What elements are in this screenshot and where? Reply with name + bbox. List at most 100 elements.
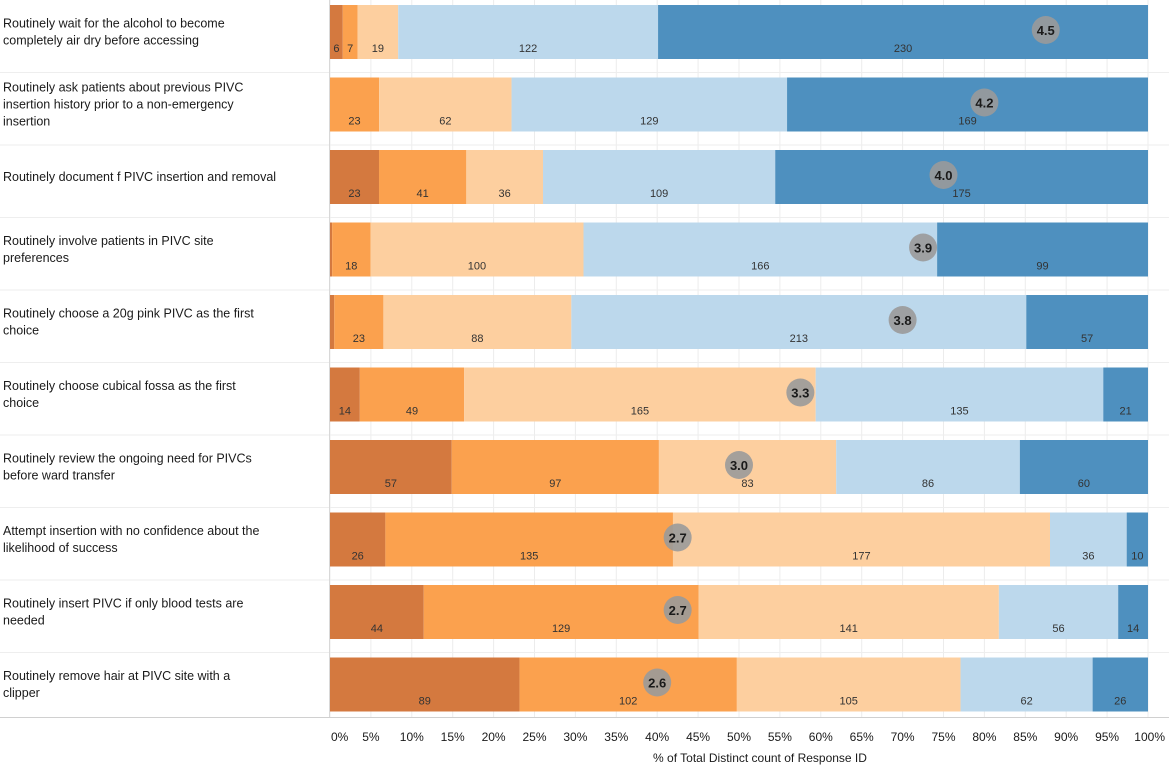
data-label: 86 (922, 478, 934, 490)
mean-marker (909, 233, 938, 262)
data-label: 23 (348, 116, 360, 128)
mean-marker (1031, 16, 1060, 44)
bar-segment (383, 295, 572, 349)
bar-segment (815, 367, 1104, 422)
bar-segment (385, 512, 673, 567)
data-label: 14 (339, 406, 351, 418)
bar-segment (466, 150, 544, 204)
x-tick-label: 55% (768, 730, 792, 744)
mean-marker (929, 161, 958, 189)
data-label: 83 (741, 478, 753, 490)
mean-value: 4.2 (975, 96, 993, 111)
bar-segment (937, 222, 1148, 277)
data-label: 99 (1036, 261, 1048, 273)
category-label: Attempt insertion with no confidence abo… (3, 524, 259, 555)
data-label: 97 (549, 478, 561, 490)
bar-segment (330, 222, 333, 277)
data-label: 62 (439, 116, 451, 128)
data-label: 88 (471, 333, 483, 345)
data-label: 26 (1114, 696, 1126, 708)
mean-value: 2.7 (669, 603, 687, 618)
mean-value: 3.0 (730, 458, 748, 473)
mean-value: 3.3 (791, 386, 809, 401)
bar-segment (658, 5, 1148, 59)
data-label: 57 (1081, 333, 1093, 345)
data-label: 23 (353, 333, 365, 345)
bar-segment (571, 295, 1027, 349)
bar-segment (378, 150, 467, 204)
data-label: 6 (333, 43, 339, 55)
mean-marker (663, 596, 692, 624)
data-label: 89 (419, 696, 431, 708)
x-tick-label: 45% (686, 730, 710, 744)
category-label: Routinely involve patients in PIVC site p… (3, 234, 214, 265)
x-tick-label: 95% (1095, 730, 1119, 744)
data-label: 49 (406, 406, 418, 418)
data-label: 122 (519, 43, 537, 55)
bar-segment (423, 585, 699, 639)
data-label: 129 (552, 623, 570, 635)
mean-marker (888, 306, 917, 334)
bar-segment (519, 657, 737, 712)
bar-segment (330, 77, 380, 132)
bar-segment (332, 222, 371, 277)
bar-segment (960, 657, 1093, 712)
data-label: 56 (1052, 623, 1064, 635)
bar-segment (583, 222, 938, 277)
x-tick-label: 65% (850, 730, 874, 744)
bar-segment (330, 512, 386, 567)
category-label: Routinely document f PIVC insertion and … (3, 170, 276, 184)
bar-segment (370, 222, 584, 277)
data-label: 41 (417, 188, 429, 200)
category-label: Routinely wait for the alcohol to become… (3, 17, 225, 48)
bar-segment (330, 440, 452, 494)
mean-value: 3.9 (914, 241, 932, 256)
data-label: 175 (952, 188, 970, 200)
bar-segment (334, 295, 384, 349)
data-label: 109 (650, 188, 668, 200)
mean-value: 2.6 (648, 676, 666, 691)
data-label: 166 (751, 261, 769, 273)
x-tick-label: 90% (1054, 730, 1078, 744)
bar-segment (330, 150, 379, 204)
data-label: 7 (347, 43, 353, 55)
x-tick-label: 50% (727, 730, 751, 744)
data-label: 169 (958, 116, 976, 128)
mean-value: 3.8 (894, 313, 912, 328)
data-label: 18 (345, 261, 357, 273)
x-tick-label: 40% (645, 730, 669, 744)
data-label: 60 (1078, 478, 1090, 490)
bar-segment (1019, 440, 1148, 494)
bar-segment (1126, 512, 1148, 567)
data-label: 177 (852, 551, 870, 563)
mean-marker (663, 523, 692, 552)
x-tick-label: 85% (1013, 730, 1037, 744)
data-label: 129 (640, 116, 658, 128)
bar-segment (698, 585, 999, 639)
bar-segment (330, 585, 424, 639)
mean-value: 4.0 (934, 168, 952, 183)
bar-segment (998, 585, 1119, 639)
x-tick-label: 5% (362, 730, 380, 744)
bar-segment (330, 657, 520, 712)
data-label: 135 (520, 551, 538, 563)
data-label: 23 (348, 188, 360, 200)
mean-marker (786, 378, 815, 407)
bar-segment (464, 367, 816, 422)
data-label: 36 (499, 188, 511, 200)
x-tick-label: 10% (400, 730, 424, 744)
data-label: 213 (790, 333, 808, 345)
category-label: Routinely insert PIVC if only blood test… (3, 597, 243, 628)
mean-marker (643, 668, 672, 697)
x-tick-label: 75% (931, 730, 955, 744)
data-label: 36 (1082, 551, 1094, 563)
data-label: 26 (352, 551, 364, 563)
data-label: 19 (372, 43, 384, 55)
x-tick-label: 15% (441, 730, 465, 744)
x-tick-label: 0% (331, 730, 349, 744)
bar-segment (1026, 295, 1148, 349)
data-label: 135 (950, 406, 968, 418)
x-tick-label: 60% (809, 730, 833, 744)
bar-segment (1118, 585, 1148, 639)
